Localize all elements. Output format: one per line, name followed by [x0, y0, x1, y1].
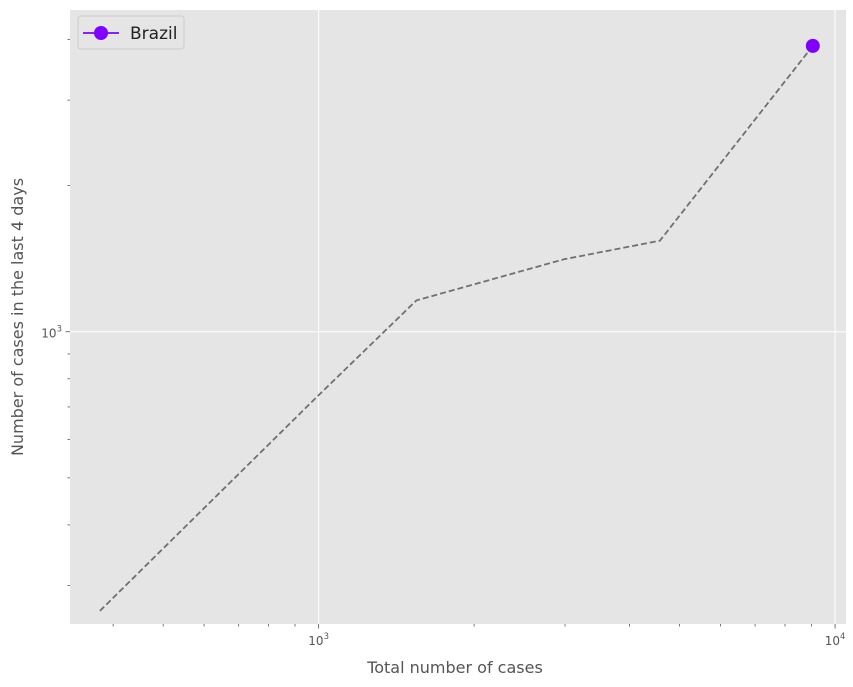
- legend-label-brazil: Brazil: [130, 24, 177, 44]
- x-axis-title: Total number of cases: [366, 658, 543, 677]
- x-axis-ticks: 103 104: [308, 624, 845, 648]
- series-marker-current-0[interactable]: [805, 38, 820, 53]
- minor-ticks: [67, 39, 812, 627]
- grid-lines: [70, 10, 846, 624]
- series-layer: [99, 38, 820, 612]
- y-axis-ticks: 103: [41, 325, 70, 341]
- legend[interactable]: Brazil: [77, 15, 185, 50]
- x-tick-label: 104: [825, 632, 846, 648]
- x-tick-label: 103: [308, 632, 329, 648]
- y-axis-title: Number of cases in the last 4 days: [8, 178, 27, 456]
- legend-marker-swatch: [94, 26, 108, 40]
- y-tick-label: 103: [41, 325, 62, 341]
- plot-area: [70, 10, 846, 624]
- series-trail-0: [99, 45, 814, 612]
- legend-box: [77, 15, 185, 50]
